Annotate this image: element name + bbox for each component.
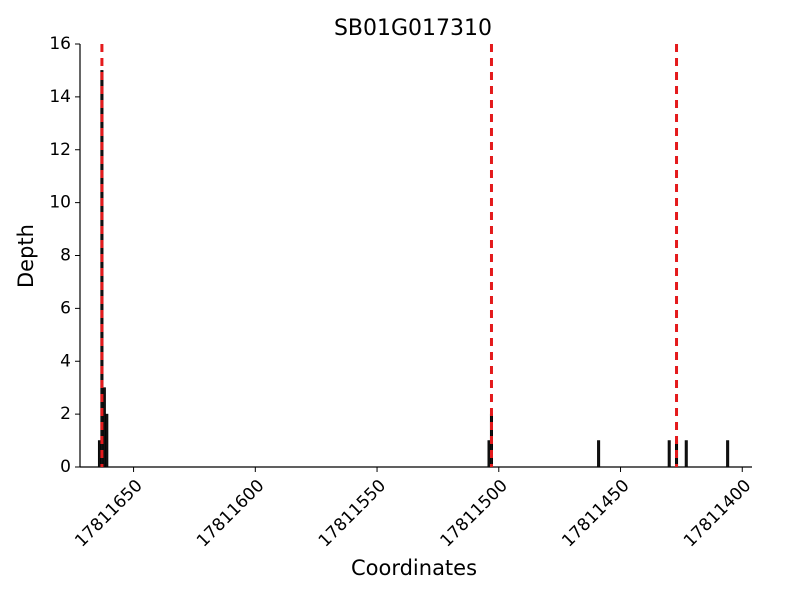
y-tick-label: 14 (49, 87, 71, 107)
y-tick-label: 16 (49, 34, 71, 54)
y-tick-label: 8 (60, 246, 71, 266)
bar (97, 440, 101, 468)
y-tick-label: 10 (49, 193, 71, 213)
x-tick-label: 17811650 (71, 476, 146, 551)
chart-title: SB01G017310 (334, 16, 492, 41)
x-tick-label: 17811500 (437, 476, 512, 551)
bar (102, 387, 106, 468)
y-axis-label: Depth (14, 224, 38, 288)
bar (726, 440, 730, 468)
x-tick-label: 17811450 (558, 476, 633, 551)
x-tick-label: 17811550 (315, 476, 390, 551)
x-tick-label: 17811400 (680, 476, 755, 551)
y-tick-label: 6 (60, 298, 71, 318)
bar (597, 440, 601, 468)
y-tick-label: 4 (60, 351, 71, 371)
x-axis-label: Coordinates (351, 556, 477, 580)
bar (105, 413, 109, 468)
y-tick-label: 12 (49, 140, 71, 160)
y-tick-label: 0 (60, 457, 71, 477)
bar (684, 440, 688, 468)
bar (487, 440, 491, 468)
x-tick-label: 17811600 (193, 476, 268, 551)
y-tick-label: 2 (60, 404, 71, 424)
bar (667, 440, 671, 468)
